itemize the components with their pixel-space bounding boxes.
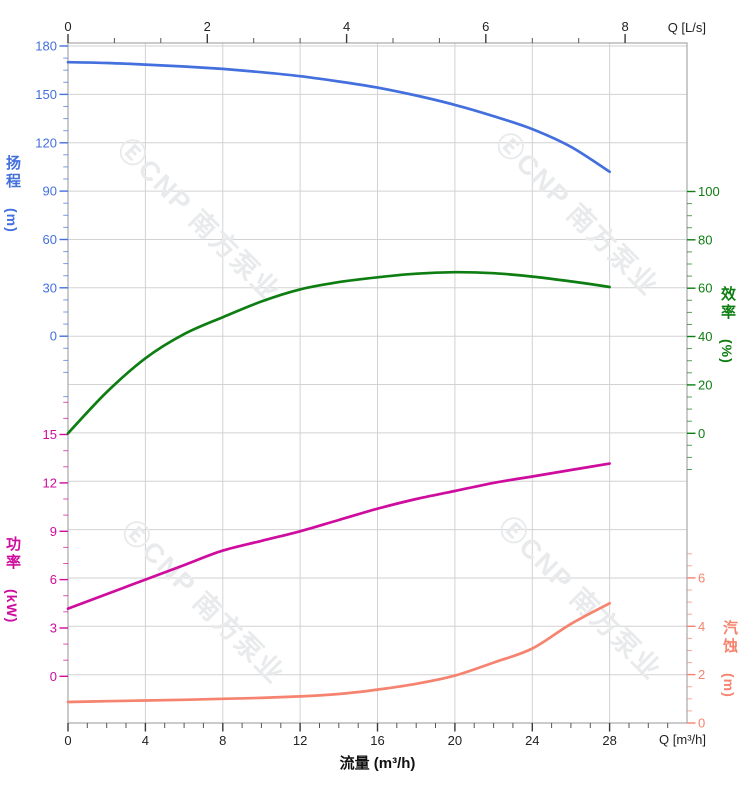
- svg-text:30: 30: [43, 280, 57, 295]
- curve-power: [66, 462, 611, 610]
- svg-text:16: 16: [370, 733, 384, 748]
- bottom-axis-unit-label: Q [m³/h]: [659, 732, 706, 747]
- efficiency-axis-title: 效率 (%): [719, 286, 736, 364]
- curve-head: [66, 60, 611, 174]
- svg-text:0: 0: [50, 329, 57, 344]
- svg-text:60: 60: [43, 232, 57, 247]
- efficiency-axis-unit: (%): [719, 339, 735, 364]
- npsh-axis-title: 汽蚀 (m): [721, 620, 738, 698]
- svg-text:4: 4: [698, 619, 705, 634]
- svg-text:24: 24: [525, 733, 539, 748]
- npsh-axis-unit: (m): [721, 673, 737, 698]
- svg-text:9: 9: [50, 524, 57, 539]
- svg-text:0: 0: [50, 669, 57, 684]
- svg-text:0: 0: [64, 19, 71, 34]
- svg-text:3: 3: [50, 621, 57, 636]
- efficiency-axis-title-text: 效率: [719, 286, 736, 322]
- svg-text:0: 0: [698, 716, 705, 731]
- power-axis-title-text: 功率: [4, 536, 21, 572]
- power-axis-unit: (kW): [4, 589, 20, 624]
- svg-text:4: 4: [142, 733, 149, 748]
- svg-text:150: 150: [35, 87, 57, 102]
- svg-text:120: 120: [35, 135, 57, 150]
- svg-text:4: 4: [343, 19, 350, 34]
- svg-text:6: 6: [50, 572, 57, 587]
- svg-text:60: 60: [698, 281, 712, 296]
- svg-text:90: 90: [43, 184, 57, 199]
- head-axis-unit: (m): [4, 208, 20, 233]
- svg-text:ⒺCNP 南方泵业: ⒺCNP 南方泵业: [493, 510, 668, 685]
- svg-text:2: 2: [698, 667, 705, 682]
- svg-text:0: 0: [64, 733, 71, 748]
- svg-text:6: 6: [698, 570, 705, 585]
- svg-text:12: 12: [43, 475, 57, 490]
- svg-text:12: 12: [293, 733, 307, 748]
- svg-text:0: 0: [698, 426, 705, 441]
- svg-text:80: 80: [698, 232, 712, 247]
- svg-text:15: 15: [43, 427, 57, 442]
- svg-text:6: 6: [482, 19, 489, 34]
- flow-axis-title: 流量 (m³/h): [339, 755, 416, 772]
- svg-text:8: 8: [621, 19, 628, 34]
- top-axis-unit-label: Q [L/s]: [667, 20, 706, 35]
- svg-text:8: 8: [219, 733, 226, 748]
- head-axis-title-text: 扬程: [4, 155, 21, 191]
- svg-text:180: 180: [35, 39, 57, 54]
- head-axis-title: 扬程 (m): [4, 155, 21, 233]
- svg-text:100: 100: [698, 184, 720, 199]
- power-axis-title: 功率 (kW): [4, 536, 21, 624]
- curve-npsh: [66, 601, 611, 704]
- svg-text:ⒺCNP 南方泵业: ⒺCNP 南方泵业: [112, 132, 287, 307]
- svg-text:20: 20: [698, 377, 712, 392]
- svg-text:28: 28: [602, 733, 616, 748]
- svg-text:40: 40: [698, 329, 712, 344]
- svg-text:20: 20: [448, 733, 462, 748]
- curve-efficiency: [66, 270, 611, 435]
- svg-text:2: 2: [204, 19, 211, 34]
- npsh-axis-title-text: 汽蚀: [721, 620, 738, 656]
